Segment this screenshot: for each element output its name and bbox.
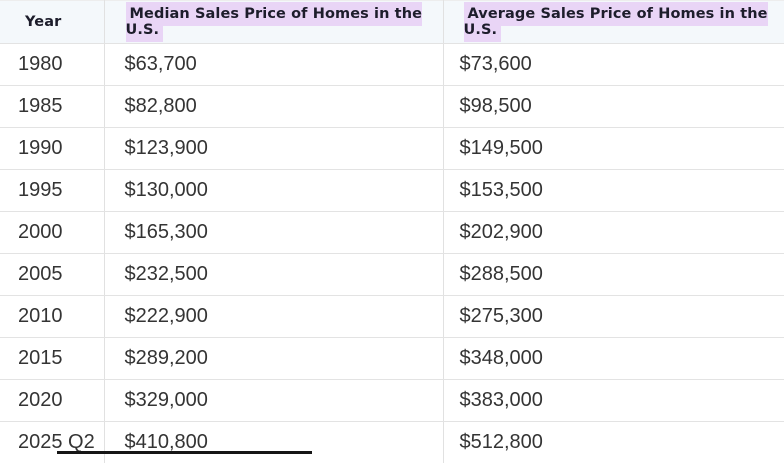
average-price-cell: $73,600 [443, 44, 784, 86]
average-column-header: Average Sales Price of Homes in the U.S. [443, 1, 784, 44]
average-price-cell: $98,500 [443, 86, 784, 128]
median-price-cell: $165,300 [104, 212, 443, 254]
median-price-cell: $289,200 [104, 338, 443, 380]
median-price-cell: $63,700 [104, 44, 443, 86]
table-row: 2020 $329,000 $383,000 [0, 380, 784, 422]
average-price-cell: $288,500 [443, 254, 784, 296]
table-row: 1985 $82,800 $98,500 [0, 86, 784, 128]
year-cell: 2025 Q2 [0, 422, 104, 463]
median-price-cell: $232,500 [104, 254, 443, 296]
median-price-cell: $222,900 [104, 296, 443, 338]
median-price-cell: $410,800 [104, 422, 443, 463]
year-column-header: Year [0, 1, 104, 44]
average-price-cell: $153,500 [443, 170, 784, 212]
table-row: 1995 $130,000 $153,500 [0, 170, 784, 212]
table-row: 2025 Q2 $410,800 $512,800 [0, 422, 784, 463]
median-price-cell: $329,000 [104, 380, 443, 422]
table-row: 2010 $222,900 $275,300 [0, 296, 784, 338]
average-price-cell: $383,000 [443, 380, 784, 422]
year-cell: 2005 [0, 254, 104, 296]
year-header-label: Year [25, 14, 61, 30]
average-header-highlight: Average Sales Price of Homes in the U.S. [464, 2, 768, 42]
average-price-cell: $512,800 [443, 422, 784, 463]
year-cell: 1985 [0, 86, 104, 128]
average-price-cell: $202,900 [443, 212, 784, 254]
average-price-cell: $149,500 [443, 128, 784, 170]
table-row: 2015 $289,200 $348,000 [0, 338, 784, 380]
median-price-cell: $130,000 [104, 170, 443, 212]
table-row: 1980 $63,700 $73,600 [0, 44, 784, 86]
year-cell: 2015 [0, 338, 104, 380]
year-cell: 2000 [0, 212, 104, 254]
median-header-highlight: Median Sales Price of Homes in the U.S. [126, 2, 423, 42]
table-row: 2000 $165,300 $202,900 [0, 212, 784, 254]
median-price-cell: $82,800 [104, 86, 443, 128]
table-header-row: Year Median Sales Price of Homes in the … [0, 1, 784, 44]
median-column-header: Median Sales Price of Homes in the U.S. [104, 1, 443, 44]
year-cell: 1990 [0, 128, 104, 170]
average-price-cell: $348,000 [443, 338, 784, 380]
year-cell: 2020 [0, 380, 104, 422]
year-cell: 1995 [0, 170, 104, 212]
table-row: 2005 $232,500 $288,500 [0, 254, 784, 296]
average-price-cell: $275,300 [443, 296, 784, 338]
median-price-cell: $123,900 [104, 128, 443, 170]
table-row: 1990 $123,900 $149,500 [0, 128, 784, 170]
year-cell: 1980 [0, 44, 104, 86]
year-cell: 2010 [0, 296, 104, 338]
